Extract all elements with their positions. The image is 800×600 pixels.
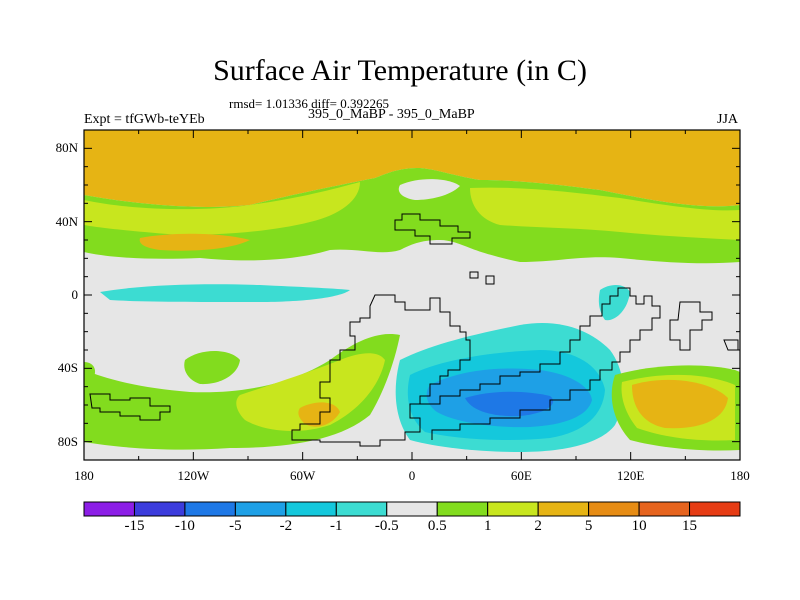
colorbar-swatch (133, 501, 186, 517)
field-south-green-west (184, 351, 240, 385)
colorbar-label: 2 (534, 518, 542, 534)
y-tick-label: 40S (57, 360, 78, 376)
stats-line: rmsd= 1.01336 diff= 0.392265 (229, 96, 389, 111)
field-north-green (84, 168, 740, 264)
subtitle: 395_0_MaBP - 395_0_MaBP (308, 107, 475, 122)
y-tick-label: 80S (57, 433, 78, 449)
x-tick-label: 120W (177, 468, 210, 483)
field-north-hole (398, 179, 460, 200)
x-tick-label: 180 (74, 468, 94, 483)
y-tick-label: 80N (55, 140, 78, 156)
colorbar-label: 15 (682, 518, 698, 534)
coast-south-tail (420, 287, 661, 440)
colorbar-swatch (234, 501, 287, 517)
coast-east-island (669, 301, 713, 351)
colorbar-swatch (285, 501, 337, 517)
y-tick-label: 0 (71, 287, 79, 302)
colorbar-swatch (386, 501, 438, 517)
season-label: JJA (717, 112, 739, 127)
coast-main-south (291, 294, 471, 447)
x-tick-label: 0 (408, 468, 416, 483)
colorbar-label: 0.5 (427, 518, 447, 534)
field-west-edge (84, 362, 96, 382)
colorbar-label: 10 (631, 518, 647, 534)
coast-small-north (469, 271, 495, 285)
field-tropical-cool (100, 284, 350, 302)
axis-ticks (83, 130, 741, 460)
colorbar-label: -1 (330, 518, 343, 534)
x-tick-label: 60E (510, 468, 532, 483)
colorbar-swatch (638, 501, 691, 517)
colorbar (83, 501, 741, 517)
field-north-yg1 (84, 182, 360, 235)
colorbar-swatch (537, 501, 590, 517)
experiment-label: Expt = tfGWb-teYEb (84, 112, 205, 127)
map-field (84, 130, 740, 460)
field-north-yg2 (470, 187, 740, 240)
colorbar-swatch (83, 501, 135, 517)
x-tick-label: 120E (616, 468, 645, 483)
colorbar-swatch (436, 501, 489, 517)
field-north-warm-blob (139, 233, 250, 251)
field-southeast-warm (632, 379, 728, 429)
field-north-warm (84, 130, 740, 207)
colorbar-swatch (487, 501, 539, 517)
colorbar-swatch (689, 501, 741, 517)
colorbar-swatch (588, 501, 640, 517)
colorbar-swatch (184, 501, 236, 517)
colorbar-label: 5 (584, 518, 593, 534)
colorbar-label: -15 (124, 518, 145, 534)
field-tropical-cool-east (598, 284, 630, 321)
colorbar-label: 1 (483, 518, 492, 534)
colorbar-label: -5 (229, 518, 242, 534)
y-tick-label: 40N (55, 213, 78, 229)
x-tick-label: 180 (730, 468, 750, 483)
chart-title: Surface Air Temperature (in C) (213, 54, 587, 87)
coast-north-land (394, 213, 471, 245)
colorbar-swatch (335, 501, 388, 517)
colorbar-label: -2 (279, 518, 293, 534)
colorbar-label: -0.5 (374, 518, 399, 534)
coastlines (89, 213, 739, 447)
field-south-yg (236, 353, 385, 432)
x-tick-label: 60W (290, 468, 316, 483)
coast-west-island (89, 393, 171, 421)
colorbar-label: -10 (174, 518, 195, 534)
